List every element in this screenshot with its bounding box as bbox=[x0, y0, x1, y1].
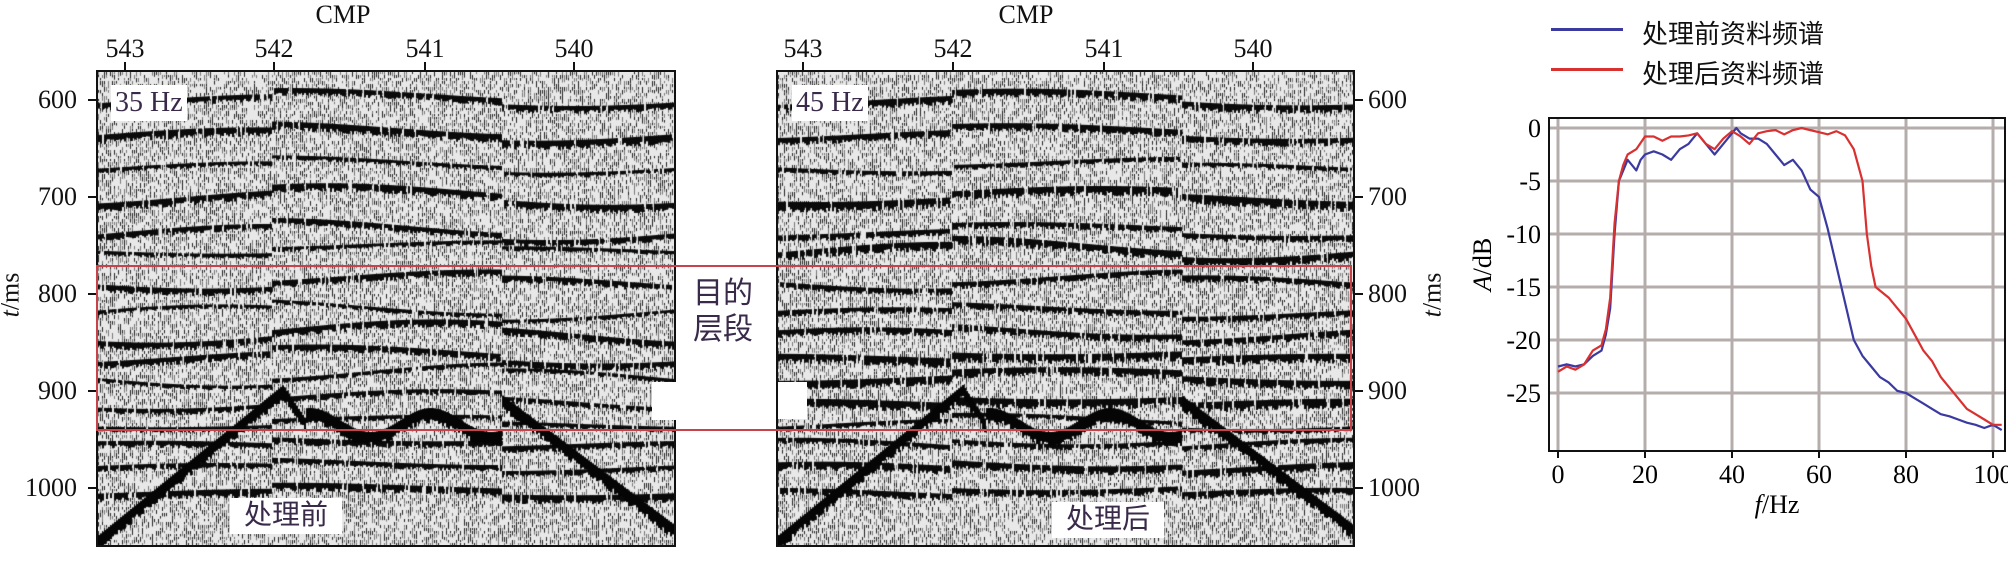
y-axis-symbol: A bbox=[1470, 275, 1497, 293]
x-tick-label: 100 bbox=[1974, 460, 2008, 489]
time-axis-unit: /ms bbox=[0, 272, 25, 311]
time-tick-label: 600 bbox=[1368, 85, 1407, 114]
time-axis-symbol: t bbox=[1417, 310, 1447, 318]
seismic-image bbox=[778, 72, 1353, 545]
white-mask bbox=[652, 382, 676, 420]
x-axis-unit: /Hz bbox=[1762, 490, 1800, 519]
target-zone-label-line: 层段 bbox=[693, 313, 753, 346]
cmp-tick bbox=[1103, 62, 1105, 70]
time-tick bbox=[88, 487, 96, 489]
white-mask bbox=[778, 382, 807, 419]
time-axis-symbol: t bbox=[0, 310, 24, 317]
target-zone-label: 目的 层段 bbox=[690, 276, 756, 348]
series-line-after bbox=[1557, 126, 2002, 426]
cmp-tick bbox=[573, 62, 575, 70]
time-tick bbox=[1355, 196, 1363, 198]
time-tick-label: 800 bbox=[38, 279, 77, 308]
x-tick-label: 80 bbox=[1893, 460, 1919, 489]
section-caption: 处理前 bbox=[230, 498, 343, 534]
time-tick-label: 600 bbox=[38, 85, 77, 114]
time-tick bbox=[1355, 390, 1363, 392]
frequency-tag: 45 Hz bbox=[792, 85, 868, 121]
seismic-image bbox=[98, 72, 674, 545]
legend-swatch bbox=[1551, 68, 1623, 71]
time-tick bbox=[88, 196, 96, 198]
cmp-tick-label: 542 bbox=[254, 34, 294, 63]
y-axis-unit: /dB bbox=[1470, 238, 1497, 276]
spectrum-chart: 0 20 40 60 80 100 0 -5 -10 -15 -20 -25 f/Hz A/dB bbox=[1470, 114, 2008, 519]
x-tick-label: 0 bbox=[1552, 460, 1565, 489]
y-tick-label: 0 bbox=[1528, 114, 1541, 143]
time-tick bbox=[88, 293, 96, 295]
cmp-tick-label: 541 bbox=[405, 34, 445, 63]
x-axis-symbol: f bbox=[1755, 490, 1766, 519]
time-axis-unit: /ms bbox=[1417, 272, 1447, 311]
target-zone-box bbox=[96, 265, 1352, 431]
y-tick-label: -10 bbox=[1506, 220, 1541, 249]
time-axis-label: t/ms bbox=[1417, 273, 1447, 318]
cmp-tick bbox=[273, 62, 275, 70]
cmp-tick bbox=[952, 62, 954, 70]
cmp-tick-label: 541 bbox=[1084, 34, 1124, 63]
cmp-axis-label: CMP bbox=[315, 0, 371, 29]
cmp-tick-label: 543 bbox=[783, 34, 823, 63]
x-tick-label: 40 bbox=[1719, 460, 1745, 489]
legend-label: 处理前资料频谱 bbox=[1642, 20, 1825, 49]
cmp-tick bbox=[424, 62, 426, 70]
time-tick bbox=[1355, 293, 1363, 295]
cmp-tick-label: 540 bbox=[1233, 34, 1273, 63]
series-line-before bbox=[1557, 126, 2003, 432]
target-zone-label-line: 目的 bbox=[693, 277, 753, 310]
cmp-tick bbox=[802, 62, 804, 70]
frequency-tag: 35 Hz bbox=[111, 85, 187, 121]
time-tick bbox=[88, 390, 96, 392]
time-tick-label: 900 bbox=[1368, 376, 1407, 405]
time-tick bbox=[1355, 99, 1363, 101]
cmp-tick-label: 542 bbox=[933, 34, 973, 63]
x-tick-label: 20 bbox=[1632, 460, 1658, 489]
time-tick-label: 1000 bbox=[25, 473, 77, 502]
x-axis-label: f/Hz bbox=[1755, 490, 1800, 519]
legend-label: 处理后资料频谱 bbox=[1642, 60, 1825, 89]
time-tick bbox=[1355, 487, 1363, 489]
y-axis-label: A/dB bbox=[1470, 238, 1497, 293]
cmp-tick-label: 540 bbox=[554, 34, 594, 63]
cmp-tick bbox=[124, 62, 126, 70]
time-tick bbox=[88, 99, 96, 101]
plot-frame bbox=[1548, 117, 2006, 452]
cmp-tick bbox=[1252, 62, 1254, 70]
y-tick-label: -25 bbox=[1506, 379, 1541, 408]
time-tick-label: 700 bbox=[1368, 182, 1407, 211]
cmp-axis-label: CMP bbox=[998, 0, 1054, 29]
time-tick-label: 900 bbox=[38, 376, 77, 405]
y-tick-label: -15 bbox=[1506, 273, 1541, 302]
time-axis-label: t/ms bbox=[0, 273, 25, 318]
y-tick-label: -5 bbox=[1519, 167, 1541, 196]
time-tick-label: 700 bbox=[38, 182, 77, 211]
section-caption: 处理后 bbox=[1052, 502, 1165, 538]
cmp-tick-label: 543 bbox=[105, 34, 145, 63]
time-tick-label: 1000 bbox=[1368, 473, 1420, 502]
seismic-panel-after bbox=[776, 70, 1355, 547]
time-tick-label: 800 bbox=[1368, 279, 1407, 308]
seismic-panel-before bbox=[96, 70, 676, 547]
y-tick-label: -20 bbox=[1506, 326, 1541, 355]
legend-swatch bbox=[1551, 28, 1623, 31]
x-tick-label: 60 bbox=[1806, 460, 1832, 489]
